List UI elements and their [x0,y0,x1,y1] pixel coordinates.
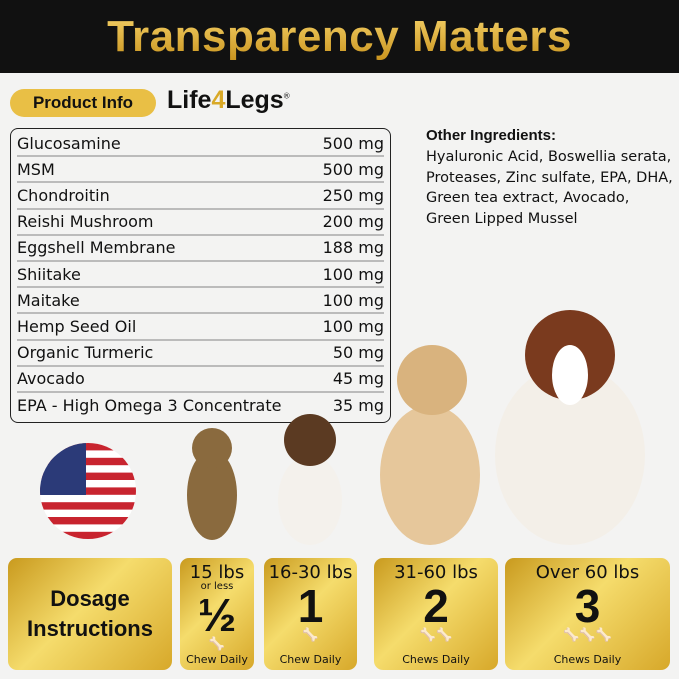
ingredient-name: EPA - High Omega 3 Concentrate [17,396,282,416]
bone-icon: 🦴 [208,637,226,652]
dogs-illustration [187,310,645,545]
ingredient-amount: 100 mg [322,316,384,336]
ingredient-amount: 250 mg [322,185,384,205]
ingredients-table: Glucosamine 500 mg MSM 500 mg Chondroitin 250… [10,128,391,423]
dosage-tier: 15 lbs or less ½ 🦴 Chew Daily [180,558,254,670]
ingredient-amount: 500 mg [322,159,384,179]
ingredient-row: EPA - High Omega 3 Concentrate 35 mg [17,393,384,419]
dosage-instructions-label: Dosage Instructions [8,558,172,670]
bone-icon: 🦴🦴 [419,628,453,643]
ingredient-name: Chondroitin [17,185,110,205]
dosage-tier: 16-30 lbs 1 🦴 Chew Daily [264,558,357,670]
dosage-title-2: Instructions [27,616,153,641]
ingredient-row: Eggshell Membrane 188 mg [17,236,384,262]
other-ingredients-text: Hyaluronic Acid, Boswellia serata, Prote… [426,148,673,228]
ingredient-amount: 50 mg [332,343,384,363]
ingredient-amount: 100 mg [322,264,384,284]
tier-frequency: Chew Daily [186,653,248,666]
tier-weight-range: 16-30 lbs [268,562,353,583]
usa-flag-icon [40,443,136,539]
ingredient-amount: 200 mg [322,212,384,232]
tier-chew-count: 3 [574,580,601,632]
tier-chew-count: 1 [297,580,324,632]
ingredient-row: Shiitake 100 mg [17,262,384,289]
product-info-badge: Product Info [10,89,156,117]
tier-frequency: Chews Daily [402,653,470,666]
tier-weight-range: 15 lbs [189,562,245,583]
other-ingredients-title: Other Ingredients: [426,127,557,144]
bone-icon: 🦴🦴🦴 [563,628,612,643]
ingredient-amount: 188 mg [322,238,384,258]
ingredient-amount: 35 mg [332,396,384,416]
ingredient-name: Hemp Seed Oil [17,316,137,336]
ingredient-row: Organic Turmeric 50 mg [17,341,384,367]
ingredient-name: Glucosamine [17,133,121,153]
dosage-title-1: Dosage [50,586,130,611]
tier-frequency: Chew Daily [279,653,342,666]
tier-frequency: Chews Daily [553,653,622,666]
header-banner: Transparency Matters [0,0,679,73]
ingredient-row: Reishi Mushroom 200 mg [17,210,384,236]
page-title: Transparency Matters [107,11,572,61]
brand-logo: Life4Legs® [167,86,290,114]
ingredient-amount: 45 mg [332,369,384,389]
ingredient-amount: 500 mg [322,133,384,153]
ingredient-row: Glucosamine 500 mg [17,131,384,158]
ingredient-name: Maitake [17,290,80,310]
other-ingredients: Other Ingredients: Hyaluronic Acid, Bosw… [426,126,676,230]
ingredient-name: MSM [17,159,55,179]
ingredient-row: Avocado 45 mg [17,367,384,393]
ingredient-name: Shiitake [17,264,81,284]
tier-weight-range: Over 60 lbs [535,562,640,583]
dosage-tier: 31-60 lbs 2 🦴🦴 Chews Daily [374,558,498,670]
tier-subrange: or less [200,581,234,592]
dosage-tier: Over 60 lbs 3 🦴🦴🦴 Chews Daily [505,558,670,670]
ingredient-name: Reishi Mushroom [17,212,154,232]
bone-icon: 🦴 [302,628,319,643]
ingredient-row: Maitake 100 mg [17,288,384,315]
ingredient-name: Organic Turmeric [17,343,154,363]
ingredient-name: Avocado [17,369,85,389]
ingredient-name: Eggshell Membrane [17,238,176,258]
ingredient-amount: 100 mg [322,290,384,310]
ingredient-row: MSM 500 mg [17,157,384,184]
ingredient-row: Hemp Seed Oil 100 mg [17,314,384,341]
tier-chew-count: 2 [423,580,449,632]
tier-weight-range: 31-60 lbs [394,562,478,583]
tier-chew-count: ½ [197,589,237,641]
ingredient-row: Chondroitin 250 mg [17,183,384,210]
